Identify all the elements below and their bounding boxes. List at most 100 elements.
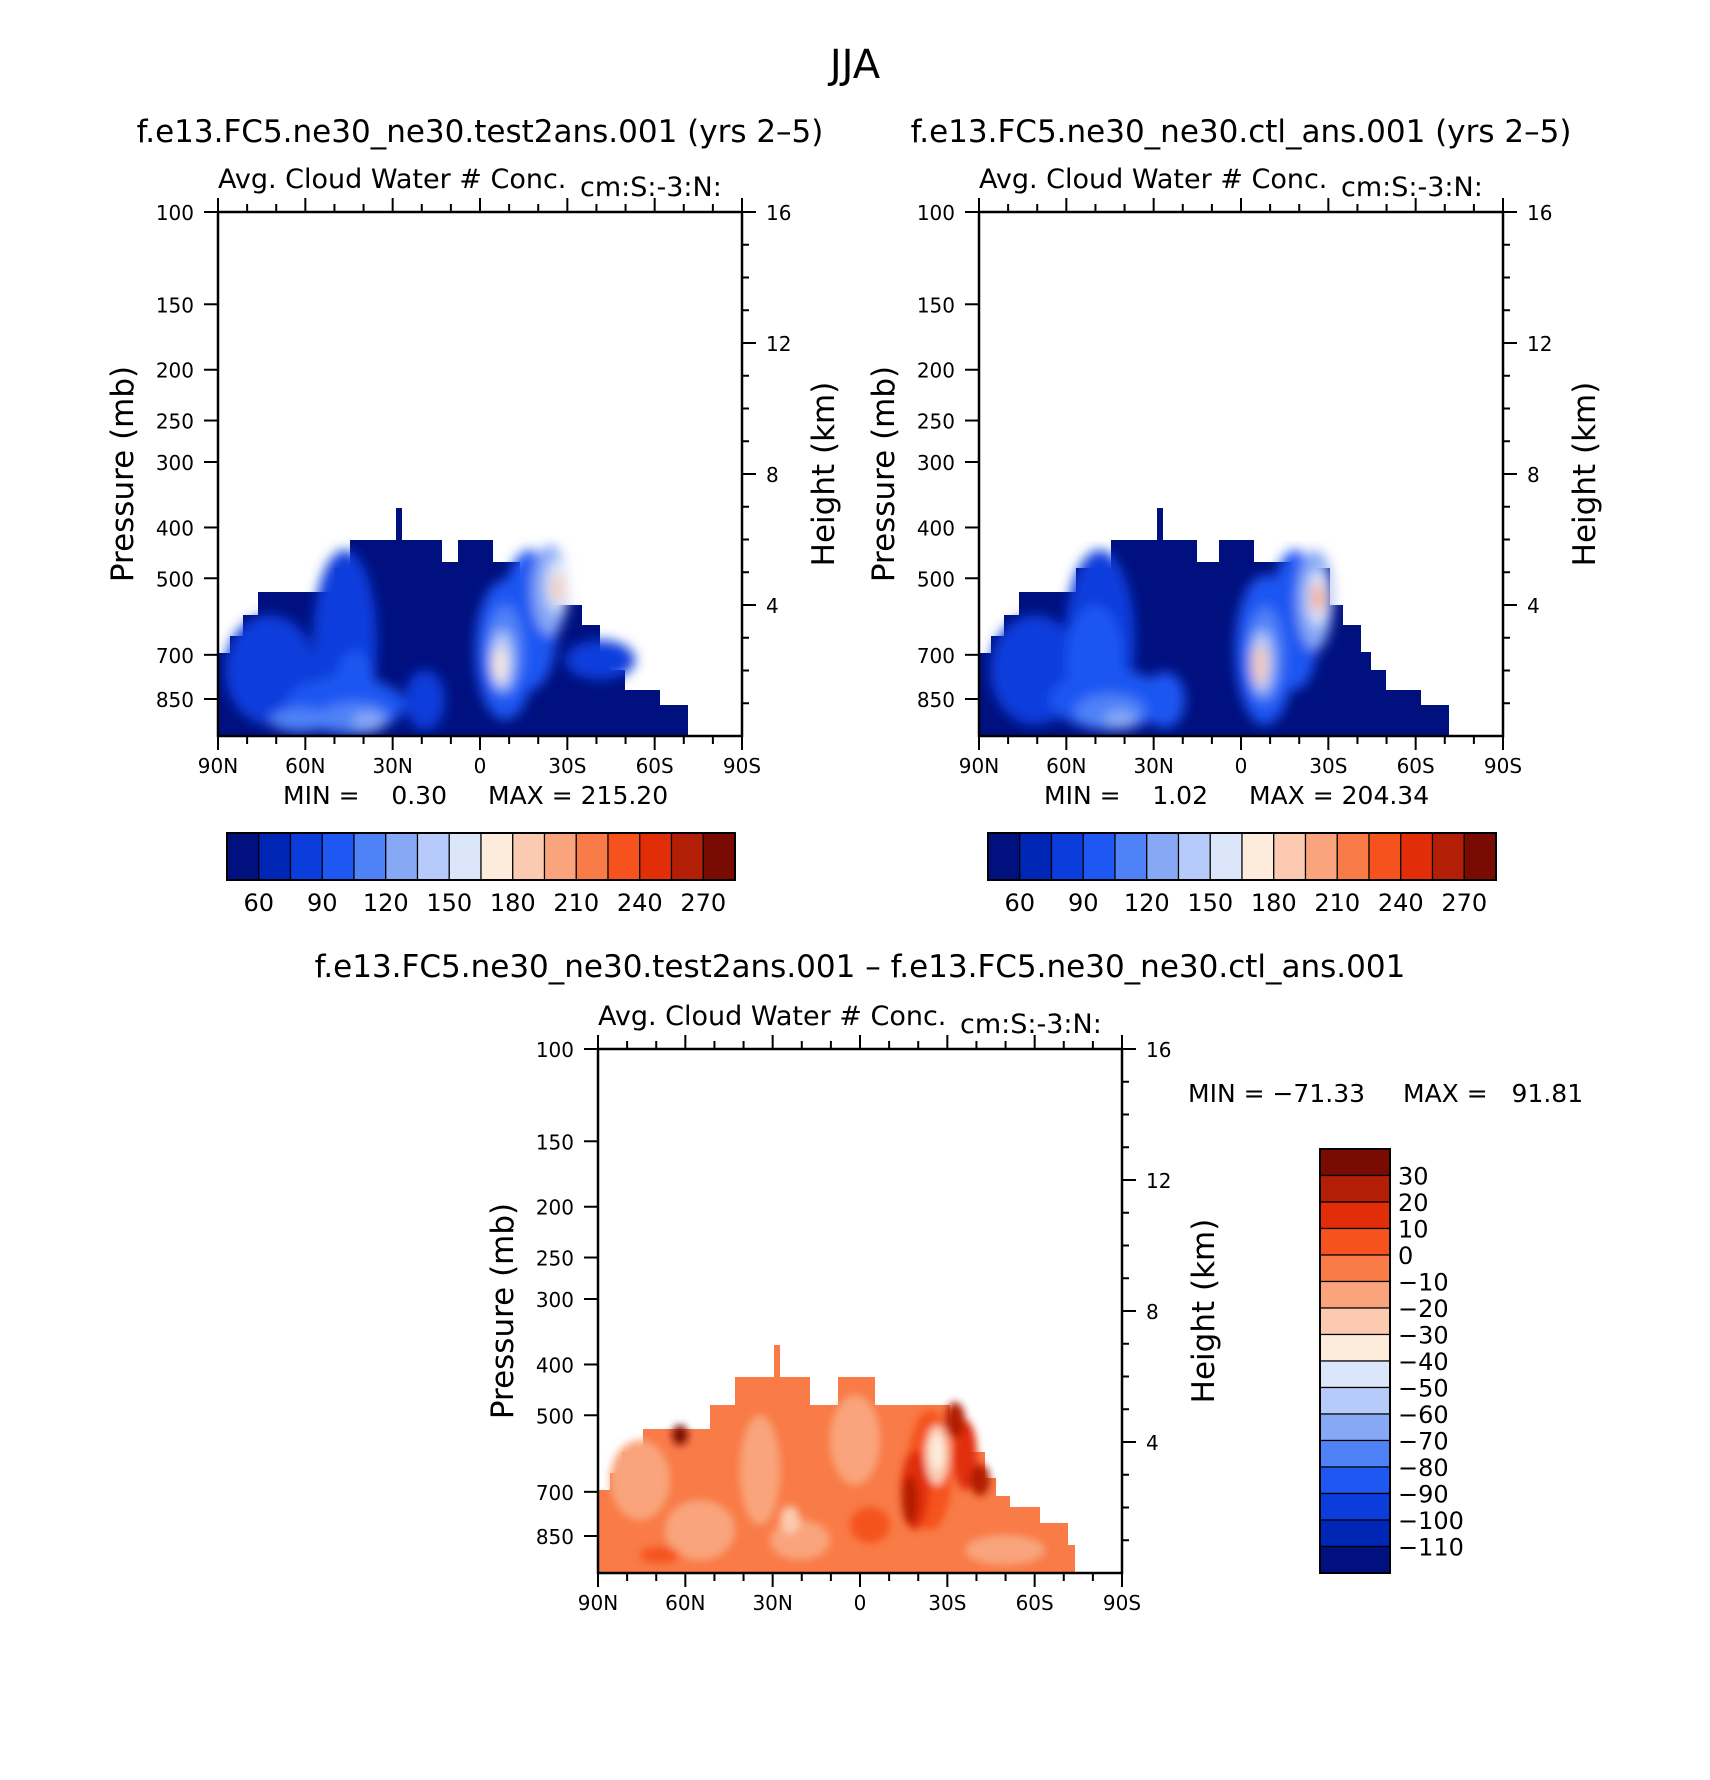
panel-diff-height-tick-label: 4 [1146,1431,1159,1455]
panel-diff-ylabel-left: Pressure (mb) [485,1203,521,1419]
panel-diff-x-tick-label: 90N [578,1591,618,1615]
panel-diff-height-tick-label: 16 [1146,1038,1171,1062]
panel-1-colorbar-label: 150 [426,889,472,917]
panel-2-colorbar-frame [987,832,1497,881]
panel-2-colorbar-swatch [1463,832,1497,881]
panel-diff-colorbar-label: −10 [1398,1269,1449,1297]
panel-1-y-tick-label: 150 [156,293,194,317]
panel-1-height-tick-label: 8 [766,463,779,487]
panel-1-y-tick-label: 200 [156,359,194,383]
panel-diff-colorbar-label: −80 [1398,1454,1449,1482]
panel-2-colorbar-swatch [1368,832,1402,881]
panel-1-ylabel-left: Pressure (mb) [105,366,141,582]
panel-1-y-tick-label: 700 [156,644,194,668]
panel-1-y-tick-label: 850 [156,688,194,712]
panel-1-height-tick-label: 12 [766,332,791,356]
panel-1-colorbar-swatch [480,832,514,881]
panel-1-colorbar-swatch [353,832,387,881]
panel-diff-colorbar-label: −30 [1398,1322,1449,1350]
panel-diff-height-tick-label: 12 [1146,1169,1171,1193]
panel-1-x-tick-label: 30N [372,754,412,778]
panel-2-y-tick-label: 300 [917,451,955,475]
panel-2-colorbar-swatch [1273,832,1307,881]
panel-2-y-tick-label: 500 [917,567,955,591]
panel-diff-axes: 90N 60N 30N 0 30S 60S 90S 100 150 200 250 300 400 500… [536,1035,1171,1615]
panel-2-min-text: MIN = 1.02 [1044,781,1208,810]
panel-diff-field [598,1345,1075,1573]
panel-2-contour-fills [990,550,1333,730]
panel-2-colorbar-swatch [1114,832,1148,881]
panel-2-y-tick-label: 700 [917,644,955,668]
panel-diff-colorbar-swatch [1319,1307,1391,1336]
panel-2-height-tick-label: 12 [1527,332,1552,356]
panel-diff-y-tick-label: 300 [536,1288,574,1312]
panel-2-y-tick-label: 250 [917,410,955,434]
panel-1-y-tick-label: 100 [156,201,194,225]
panel-2-colorbar-label: 90 [1068,889,1099,917]
panel-2-axes: 90N 60N 30N 0 30S 60S 90S 100 150 200 250 300 400 500… [917,198,1552,778]
panel-diff-y-tick-label: 500 [536,1404,574,1428]
panel-diff-case-title: f.e13.FC5.ne30_ne30.test2ans.001 – f.e13… [315,949,1406,985]
panel-2-colorbar-swatch [1336,832,1370,881]
panel-2-colorbar-label: 210 [1314,889,1360,917]
panel-diff-colorbar-label: −90 [1398,1481,1449,1509]
panel-2-ylabel-left: Pressure (mb) [866,366,902,582]
panel-1-colorbar-swatch [258,832,292,881]
panel-diff-y-tick-label: 250 [536,1247,574,1271]
panel-2-y-tick-label: 150 [917,293,955,317]
panel-diff-colorbar-label: −20 [1398,1295,1449,1323]
panel-2-field [979,508,1449,736]
panel-2-x-tick-label: 0 [1235,754,1248,778]
panel-1-field [218,508,688,736]
panel-diff-colorbar-swatch [1319,1439,1391,1468]
panel-2-colorbar-swatch [987,832,1021,881]
panel-1-colorbar-swatch [416,832,450,881]
panel-1-colorbar-label: 90 [307,889,338,917]
panel-diff-x-tick-label: 60S [1016,1591,1054,1615]
panel-2-height-tick-label: 16 [1527,201,1552,225]
panel-diff-colorbar-swatch [1319,1201,1391,1230]
panel-diff-colorbar-swatch [1319,1148,1391,1177]
panel-2: f.e13.FC5.ne30_ne30.ctl_ans.001 (yrs 2–5… [866,114,1603,917]
panel-diff-colorbar-swatch [1319,1466,1391,1495]
panel-1-colorbar-label: 120 [363,889,409,917]
panel-diff-colorbar-swatch [1319,1174,1391,1203]
panel-diff-colorbar-label: −50 [1398,1375,1449,1403]
panel-1-min-text: MIN = 0.30 [283,781,447,810]
panel-1-y-tick-label: 500 [156,567,194,591]
panel-2-colorbar-label: 180 [1251,889,1297,917]
panel-1-ylabel-right: Height (km) [806,382,842,567]
panel-2-colorbar-label: 150 [1187,889,1233,917]
panel-2-colorbar-label: 270 [1441,889,1487,917]
panel-diff-variable-label: Avg. Cloud Water # Conc. [598,1001,946,1032]
panel-diff-colorbar-swatch [1319,1413,1391,1442]
panel-1-colorbar-swatch [607,832,641,881]
panel-2-x-tick-label: 60S [1397,754,1435,778]
panel-diff-colorbar-label: −110 [1398,1534,1464,1562]
panel-1-colorbar-label: 270 [680,889,726,917]
panel-1-colorbar-swatch [575,832,609,881]
panel-2-colorbar-label: 60 [1004,889,1035,917]
panel-1-y-tick-label: 250 [156,410,194,434]
panel-diff-colorbar-swatch [1319,1360,1391,1389]
panel-2-y-tick-label: 200 [917,359,955,383]
panel-diff-y-tick-label: 400 [536,1353,574,1377]
panel-diff-x-tick-label: 30S [928,1591,966,1615]
panel-2-x-tick-label: 90N [959,754,999,778]
panel-1-x-tick-label: 90N [198,754,238,778]
panel-diff: f.e13.FC5.ne30_ne30.test2ans.001 – f.e13… [315,949,1583,1615]
panel-1-height-tick-label: 16 [766,201,791,225]
panel-2-x-tick-label: 30N [1133,754,1173,778]
panel-diff-colorbar-swatch [1319,1227,1391,1256]
panel-diff-ylabel-right: Height (km) [1186,1219,1222,1404]
panel-2-units-label: cm:S:-3:N: [1341,172,1483,203]
panel-1-x-tick-label: 30S [548,754,586,778]
panel-2-colorbar-swatch [1177,832,1211,881]
panel-diff-y-tick-label: 700 [536,1481,574,1505]
panel-diff-colorbar-label: 30 [1398,1163,1429,1191]
panel-1-units-label: cm:S:-3:N: [580,172,722,203]
panel-diff-y-tick-label: 100 [536,1038,574,1062]
panel-diff-colorbar: 3020100−10−20−30−40−50−60−70−80−90−100−1… [1319,1148,1464,1574]
panel-1-colorbar-swatch [289,832,323,881]
panel-2-colorbar-swatch [1304,832,1338,881]
